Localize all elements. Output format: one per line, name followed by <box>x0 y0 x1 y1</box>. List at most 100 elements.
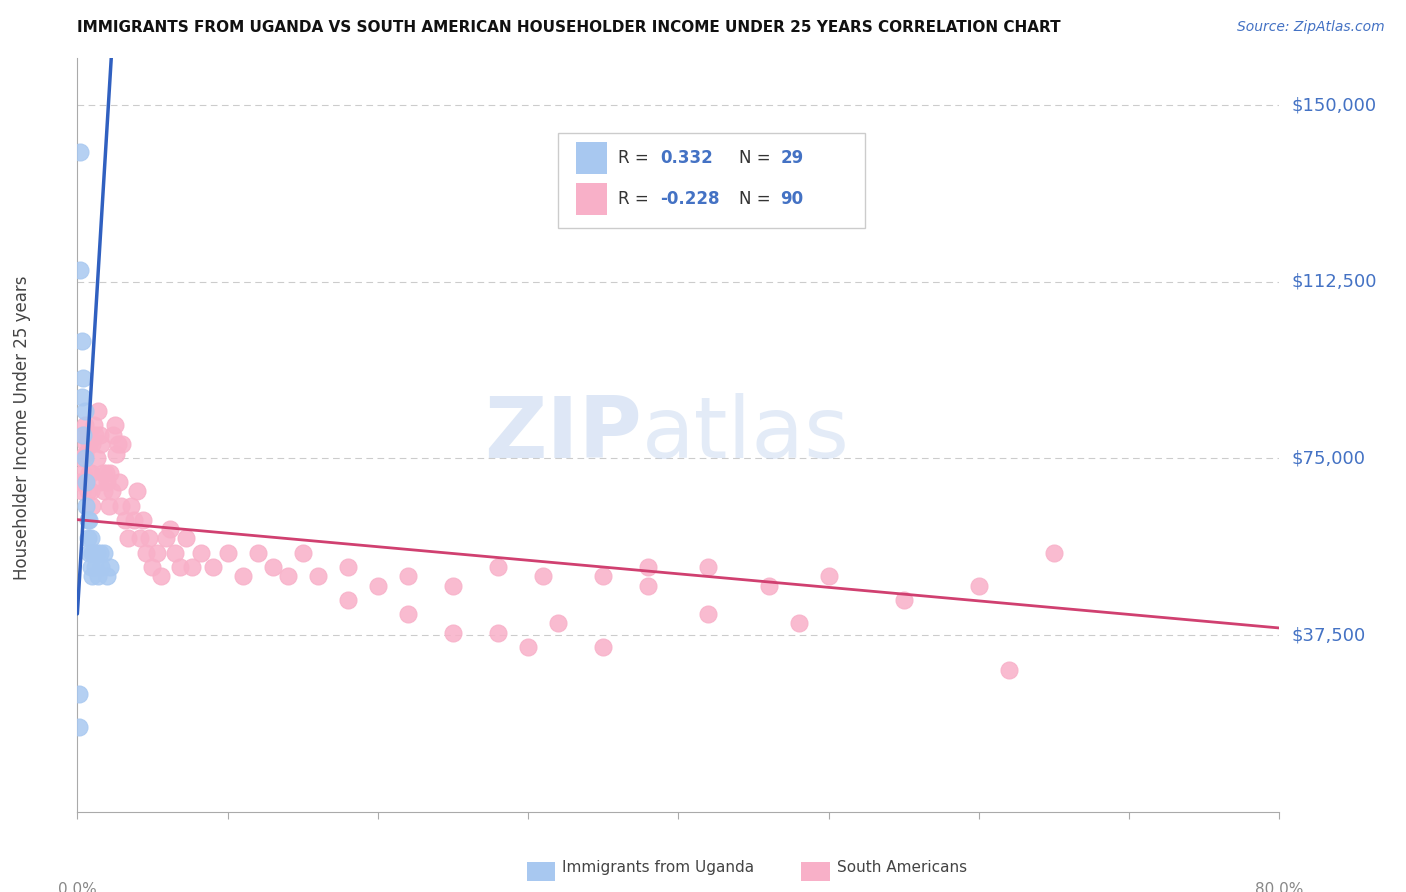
Point <box>441 578 464 592</box>
Point <box>129 532 152 546</box>
Point <box>108 475 131 489</box>
Point <box>93 484 115 499</box>
Point <box>83 418 105 433</box>
Point <box>117 532 139 546</box>
Point <box>100 466 122 480</box>
Point <box>141 559 163 574</box>
Point <box>396 607 419 621</box>
Point <box>79 466 101 480</box>
Point <box>73 447 96 461</box>
Point <box>396 569 419 583</box>
Point <box>110 499 132 513</box>
Point <box>67 720 90 734</box>
Point <box>83 546 105 560</box>
Point <box>155 532 177 546</box>
Point <box>87 404 110 418</box>
Point <box>817 569 839 583</box>
Point <box>75 475 97 489</box>
Point <box>1043 546 1066 560</box>
Point <box>150 569 173 583</box>
Point <box>84 427 107 442</box>
Point <box>89 427 111 442</box>
Point <box>70 334 93 348</box>
Point <box>97 499 120 513</box>
Point <box>232 569 254 583</box>
Point <box>70 484 93 499</box>
Point <box>486 559 509 574</box>
Point <box>76 427 98 442</box>
FancyBboxPatch shape <box>558 134 865 227</box>
Point <box>517 640 540 654</box>
Point <box>76 532 98 546</box>
Point <box>180 559 202 574</box>
Text: $37,500: $37,500 <box>1292 626 1365 644</box>
Point <box>80 532 103 546</box>
Point <box>70 451 93 466</box>
Point <box>75 475 97 489</box>
Point <box>262 559 284 574</box>
Point <box>105 447 128 461</box>
Point <box>69 145 91 160</box>
Text: $75,000: $75,000 <box>1292 450 1365 467</box>
Point <box>69 263 91 277</box>
Point <box>967 578 990 592</box>
Point <box>80 559 103 574</box>
Point <box>441 625 464 640</box>
Point <box>76 513 98 527</box>
Text: South Americans: South Americans <box>837 860 967 874</box>
Point <box>486 625 509 640</box>
Point <box>82 569 104 583</box>
Point <box>70 390 93 404</box>
Point <box>592 640 614 654</box>
Point <box>90 559 112 574</box>
Point <box>190 546 212 560</box>
Point <box>86 546 108 560</box>
Point <box>159 522 181 536</box>
Text: ZIP: ZIP <box>485 393 643 476</box>
Text: Immigrants from Uganda: Immigrants from Uganda <box>562 860 755 874</box>
Point <box>531 569 554 583</box>
Point <box>277 569 299 583</box>
Point <box>79 546 101 560</box>
Point <box>893 592 915 607</box>
Text: -0.228: -0.228 <box>661 190 720 208</box>
Point <box>93 546 115 560</box>
FancyBboxPatch shape <box>576 143 607 174</box>
Point <box>72 427 94 442</box>
Point <box>87 569 110 583</box>
Point <box>75 499 97 513</box>
Point <box>73 418 96 433</box>
Point <box>73 404 96 418</box>
Text: atlas: atlas <box>643 393 851 476</box>
Point <box>72 427 94 442</box>
Point <box>100 559 122 574</box>
Point <box>697 559 720 574</box>
Point <box>69 475 91 489</box>
Point <box>169 559 191 574</box>
Text: IMMIGRANTS FROM UGANDA VS SOUTH AMERICAN HOUSEHOLDER INCOME UNDER 25 YEARS CORRE: IMMIGRANTS FROM UGANDA VS SOUTH AMERICAN… <box>77 20 1062 35</box>
Point <box>101 484 124 499</box>
Point <box>72 466 94 480</box>
Point <box>124 513 146 527</box>
Point <box>107 437 129 451</box>
Point <box>80 484 103 499</box>
Point <box>79 513 101 527</box>
Point <box>80 466 103 480</box>
Point <box>84 559 107 574</box>
Point <box>104 418 127 433</box>
Point <box>86 451 108 466</box>
Text: N =: N = <box>738 190 775 208</box>
Point <box>72 371 94 385</box>
Point <box>547 616 569 631</box>
Point <box>336 592 359 607</box>
Point <box>103 427 125 442</box>
Text: 29: 29 <box>780 149 804 167</box>
Point <box>174 532 197 546</box>
Point <box>998 664 1021 678</box>
Text: $150,000: $150,000 <box>1292 96 1376 114</box>
Point <box>96 475 118 489</box>
Point <box>336 559 359 574</box>
Text: 0.0%: 0.0% <box>58 882 97 892</box>
Point <box>120 499 142 513</box>
Point <box>138 532 160 546</box>
